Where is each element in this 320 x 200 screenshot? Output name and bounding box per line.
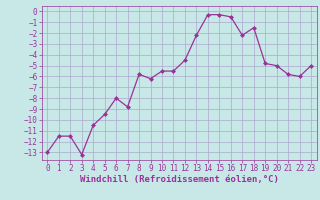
X-axis label: Windchill (Refroidissement éolien,°C): Windchill (Refroidissement éolien,°C) [80,175,279,184]
